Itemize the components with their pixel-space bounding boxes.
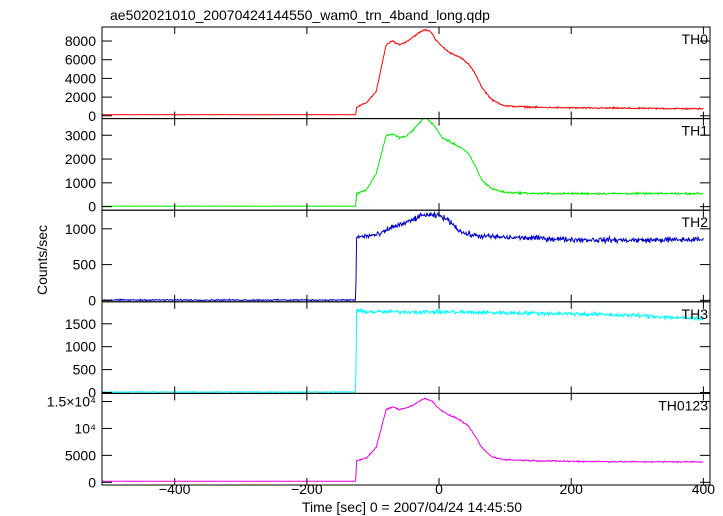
- y-tick-label: 3000: [65, 127, 96, 143]
- panel-frame: [101, 26, 711, 120]
- series-line-th2: [101, 210, 704, 302]
- y-tick-label: 2000: [65, 89, 96, 105]
- y-tick-label: 1000: [65, 221, 96, 237]
- panel-th1: 0 1000 2000 3000 TH1: [65, 118, 711, 215]
- y-tick-label: 10⁴: [74, 420, 96, 436]
- x-tick-label: −200: [291, 481, 323, 497]
- y-tick-label: 500: [73, 362, 97, 378]
- x-tick-label: −400: [159, 481, 191, 497]
- panel-name-label: TH0123: [658, 397, 708, 413]
- panel-th0: 0 2000 4000 6000 8000 TH0: [65, 26, 711, 124]
- x-tick-label: 200: [560, 481, 584, 497]
- y-tick-label: 0: [88, 474, 96, 490]
- panel-name-label: TH0: [682, 31, 709, 47]
- y-tick-label: 8000: [65, 33, 96, 49]
- y-tick-label: 0: [88, 384, 96, 400]
- y-tick-label: 1000: [65, 175, 96, 191]
- panel-frame: [101, 209, 711, 303]
- series-line-th1: [102, 118, 704, 208]
- series-line-th0123: [102, 397, 704, 483]
- panel-name-label: TH2: [682, 214, 709, 230]
- x-tick-label: 400: [692, 481, 716, 497]
- y-tick-label: 6000: [65, 52, 96, 68]
- y-tick-label: 2000: [65, 151, 96, 167]
- panel-frame: [101, 118, 711, 211]
- y-tick-label: 0: [88, 108, 96, 124]
- panel-frame: [101, 392, 711, 486]
- y-tick-label: 0: [88, 199, 96, 215]
- y-axis-label: Counts/sec: [34, 225, 50, 295]
- y-tick-label: 500: [73, 257, 97, 273]
- chart-title: ae502021010_20070424144550_wam0_trn_4ban…: [110, 7, 490, 23]
- panel-th2: 0 500 1000 TH2: [65, 209, 711, 308]
- panel-th0123: 0 5000 10⁴ 1.5×10⁴ TH0123: [47, 392, 711, 490]
- y-tick-label: 0: [88, 292, 96, 308]
- y-tick-label: 1500: [65, 316, 96, 332]
- y-tick-label: 4000: [65, 70, 96, 86]
- y-tick-label: 1.5×10⁴: [47, 393, 96, 409]
- series-line-th0: [101, 28, 704, 116]
- x-tick-label: 0: [435, 481, 443, 497]
- y-tick-label: 1000: [65, 339, 96, 355]
- panel-name-label: TH1: [682, 123, 709, 139]
- panel-name-label: TH3: [682, 306, 709, 322]
- series-line-th3: [101, 307, 704, 394]
- y-tick-label: 5000: [65, 447, 96, 463]
- panel-th3: 0 500 1000 1500 TH3: [65, 301, 711, 400]
- x-axis-label: Time [sec] 0 = 2007/04/24 14:45:50: [302, 499, 522, 515]
